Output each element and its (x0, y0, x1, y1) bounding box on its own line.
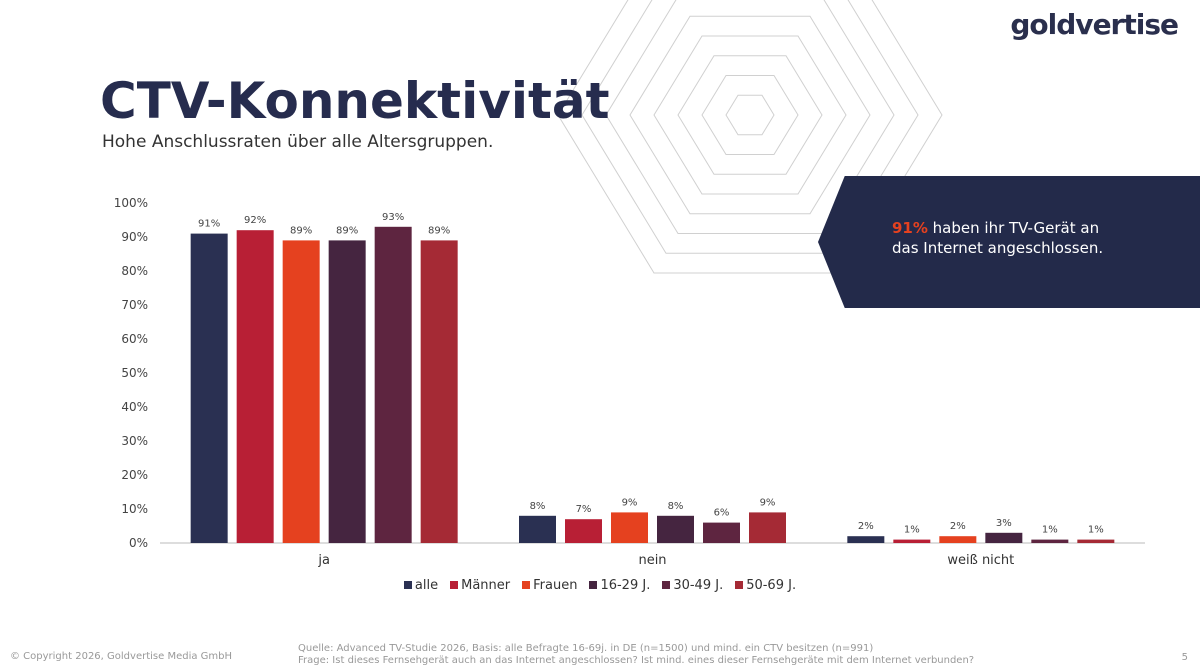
data-label: 7% (576, 504, 592, 515)
legend-swatch (589, 581, 598, 589)
y-tick-label: 90% (121, 230, 148, 244)
source-note: Quelle: Advanced TV-Studie 2026, Basis: … (298, 643, 974, 667)
bar (939, 536, 977, 543)
data-label: 1% (904, 525, 920, 536)
y-tick-label: 100% (114, 196, 148, 210)
y-tick-label: 30% (121, 434, 148, 448)
legend-item: 50-69 J. (735, 578, 796, 593)
x-tick-label: nein (638, 553, 666, 568)
data-label: 2% (858, 521, 874, 532)
bar (190, 233, 228, 543)
bar (749, 512, 786, 543)
bar (847, 536, 885, 543)
bar (657, 515, 694, 543)
bar (1031, 539, 1069, 543)
bar (328, 240, 366, 543)
legend-item: alle (403, 578, 438, 593)
data-label: 89% (336, 225, 358, 236)
legend-swatch (662, 581, 671, 589)
y-tick-label: 70% (121, 298, 148, 312)
legend: alle Männer Frauen 16-29 J. 30-49 J. 50-69 J. (0, 578, 1200, 593)
source-text: Quelle: Advanced TV-Studie 2026, Basis: … (298, 643, 874, 654)
data-label: 8% (668, 501, 684, 512)
bar (893, 539, 931, 543)
callout-text-2: das Internet angeschlossen. (892, 239, 1104, 257)
hexagon-ring (701, 75, 799, 155)
bar (519, 515, 556, 543)
legend-swatch (450, 581, 459, 589)
x-tick-label: weiß nicht (947, 553, 1014, 568)
callout-box: 91% haben ihr TV-Gerät an das Internet an… (818, 176, 1200, 308)
y-tick-label: 50% (121, 366, 148, 380)
page-subtitle: Hohe Anschlussraten über alle Altersgrup… (102, 132, 494, 152)
hexagon-ring (653, 35, 847, 195)
bar (420, 240, 458, 543)
data-label: 89% (290, 225, 312, 236)
data-label: 1% (1088, 525, 1104, 536)
x-tick-label: ja (317, 553, 330, 568)
data-label: 9% (760, 497, 776, 508)
data-label: 8% (530, 501, 546, 512)
data-label: 92% (244, 215, 266, 226)
legend-swatch (735, 581, 744, 589)
hexagon-ring (677, 55, 823, 175)
hexagon-ring (725, 94, 775, 136)
data-label: 91% (198, 219, 220, 230)
data-label: 89% (428, 225, 450, 236)
y-tick-label: 60% (121, 332, 148, 346)
callout-text: haben ihr TV-Gerät an (927, 219, 1100, 237)
data-label: 2% (950, 521, 966, 532)
bar (611, 512, 648, 543)
bar (565, 519, 602, 543)
y-tick-label: 10% (121, 502, 148, 516)
bar (703, 522, 740, 543)
y-tick-label: 20% (121, 468, 148, 482)
data-label: 3% (996, 518, 1012, 529)
logo: goldvertise (1010, 8, 1179, 41)
legend-item: Frauen (522, 578, 577, 593)
bar (1077, 539, 1115, 543)
y-tick-label: 80% (121, 264, 148, 278)
bar (236, 230, 274, 543)
bar (282, 240, 320, 543)
hexagon-ring (629, 15, 871, 215)
copyright: © Copyright 2026, Goldvertise Media GmbH (10, 651, 233, 662)
data-label: 1% (1042, 525, 1058, 536)
legend-item: 30-49 J. (662, 578, 723, 593)
legend-swatch (403, 581, 412, 589)
data-label: 9% (622, 497, 638, 508)
bar (374, 226, 412, 544)
y-tick-label: 0% (129, 536, 148, 550)
legend-swatch (522, 581, 531, 589)
bar (985, 532, 1023, 543)
legend-item: Männer (450, 578, 510, 593)
data-label: 6% (714, 508, 730, 519)
question-text: Frage: Ist dieses Fernsehgerät auch an d… (298, 655, 975, 666)
y-tick-label: 40% (121, 400, 148, 414)
data-label: 93% (382, 212, 404, 223)
callout-highlight: 91% (892, 219, 928, 237)
legend-item: 16-29 J. (589, 578, 650, 593)
page-title: CTV-Konnektivität (100, 72, 610, 130)
page-number: 5 (1181, 652, 1188, 663)
